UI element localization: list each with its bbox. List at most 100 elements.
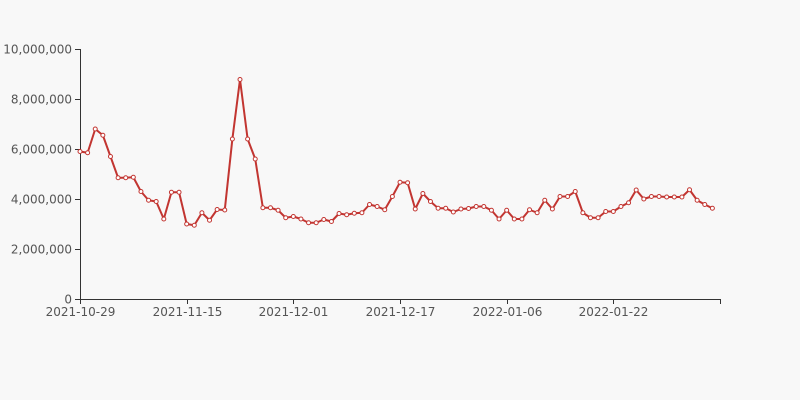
data-point — [359, 210, 365, 216]
data-point — [405, 180, 411, 186]
data-point — [321, 217, 327, 222]
data-point — [115, 175, 121, 181]
data-point — [641, 196, 647, 202]
data-point — [671, 194, 677, 200]
data-point — [252, 156, 258, 162]
x-tick-label: 2022-01-06 — [473, 305, 543, 319]
data-point — [389, 194, 395, 199]
data-point — [275, 207, 281, 213]
data-point — [306, 220, 312, 226]
data-point — [633, 187, 639, 193]
data-point — [199, 210, 205, 216]
y-tick-label: 0 — [64, 293, 72, 307]
data-point — [435, 205, 441, 211]
data-point — [527, 207, 533, 213]
data-point — [587, 215, 593, 221]
data-point — [709, 205, 715, 211]
data-point — [184, 221, 190, 227]
data-point — [496, 216, 502, 222]
data-point — [504, 207, 510, 213]
x-tick-label: 2021-10-29 — [46, 305, 116, 319]
data-point — [450, 209, 456, 215]
data-point — [138, 189, 144, 194]
data-point — [557, 194, 563, 199]
data-point — [123, 175, 129, 181]
data-point — [458, 206, 464, 212]
data-point — [92, 126, 98, 132]
data-point — [427, 199, 433, 204]
data-point — [679, 194, 685, 200]
data-point — [214, 207, 220, 212]
data-point — [374, 204, 380, 209]
data-point — [511, 216, 517, 222]
data-point — [237, 77, 243, 82]
data-point — [77, 149, 83, 154]
data-point — [466, 206, 472, 211]
data-point — [412, 206, 418, 212]
data-point — [572, 189, 578, 194]
data-point — [664, 194, 670, 200]
data-point — [85, 150, 91, 156]
data-point — [298, 216, 304, 222]
data-point — [603, 209, 609, 214]
data-point — [191, 222, 197, 228]
data-point — [443, 205, 449, 211]
data-point — [222, 207, 228, 213]
data-point — [168, 189, 174, 195]
data-point — [397, 179, 403, 185]
data-point — [290, 214, 296, 219]
y-tick-label: 6,000,000 — [11, 143, 72, 157]
data-point — [549, 206, 555, 212]
data-point — [481, 204, 487, 209]
data-point — [229, 136, 235, 142]
series-line — [79, 78, 713, 227]
data-point — [153, 199, 159, 204]
data-point — [161, 216, 167, 222]
x-tick-label: 2021-12-17 — [366, 305, 436, 319]
data-point — [344, 212, 350, 218]
x-axis: 2021-10-29 2021-11-15 2021-12-01 2021-12-17… — [46, 299, 721, 319]
data-point — [420, 191, 426, 196]
data-point — [146, 197, 152, 203]
data-point — [519, 216, 525, 222]
y-tick-label: 8,000,000 — [11, 93, 72, 107]
data-point — [367, 202, 373, 207]
data-point — [618, 204, 624, 209]
data-point — [694, 197, 700, 203]
data-point — [130, 174, 136, 180]
y-tick-label: 2,000,000 — [11, 243, 72, 257]
data-point — [260, 205, 266, 211]
series-layer — [77, 77, 715, 228]
data-point — [107, 154, 113, 159]
y-tick-label: 4,000,000 — [11, 193, 72, 207]
data-point — [565, 194, 571, 199]
data-point — [283, 215, 289, 221]
data-point — [610, 209, 616, 214]
data-point — [702, 202, 708, 207]
data-point — [382, 207, 388, 213]
x-tick-label: 2022-01-22 — [579, 305, 649, 319]
y-axis: 0 2,000,000 4,000,000 6,000,000 8,000,000 10,… — [3, 43, 81, 307]
data-point — [542, 197, 548, 203]
data-point — [534, 210, 540, 216]
data-point — [648, 194, 654, 199]
data-point — [488, 207, 494, 213]
data-point — [267, 205, 273, 211]
data-point — [626, 200, 632, 206]
data-point — [656, 194, 662, 199]
data-point — [313, 220, 319, 226]
data-point — [595, 215, 601, 221]
data-point — [336, 211, 342, 216]
data-point — [580, 210, 586, 216]
data-point — [176, 189, 182, 195]
data-point — [100, 132, 106, 138]
data-point — [687, 187, 693, 193]
data-point — [351, 210, 357, 216]
y-tick-label: 10,000,000 — [3, 43, 72, 57]
x-tick-label: 2021-12-01 — [259, 305, 329, 319]
data-point — [245, 136, 251, 142]
data-point — [473, 204, 479, 209]
x-tick-label: 2021-11-15 — [153, 305, 223, 319]
data-point — [207, 217, 213, 223]
